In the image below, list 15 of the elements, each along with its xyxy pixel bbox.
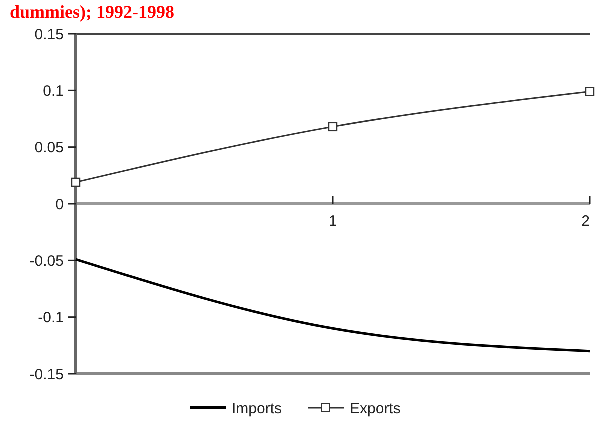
legend-label: Exports [350, 400, 401, 418]
point [71, 178, 81, 188]
y-tick-label: 0.05 [34, 140, 64, 157]
point [585, 87, 595, 96]
y-tick-label: -0.15 [30, 366, 64, 384]
y-tick-label: -0.05 [30, 252, 64, 270]
point [328, 122, 338, 132]
x-tick-label: 2 [582, 213, 590, 230]
y-tick-label: 0.15 [34, 26, 64, 44]
chart-title: dummies); 1992-1998 [10, 2, 174, 22]
x-tick-label: 1 [328, 213, 338, 230]
y-tick-label: -0.1 [38, 310, 64, 327]
legend-label: Imports [232, 400, 282, 418]
y-tick-label: 0.1 [43, 82, 64, 100]
y-tick-label: 0 [56, 196, 64, 214]
